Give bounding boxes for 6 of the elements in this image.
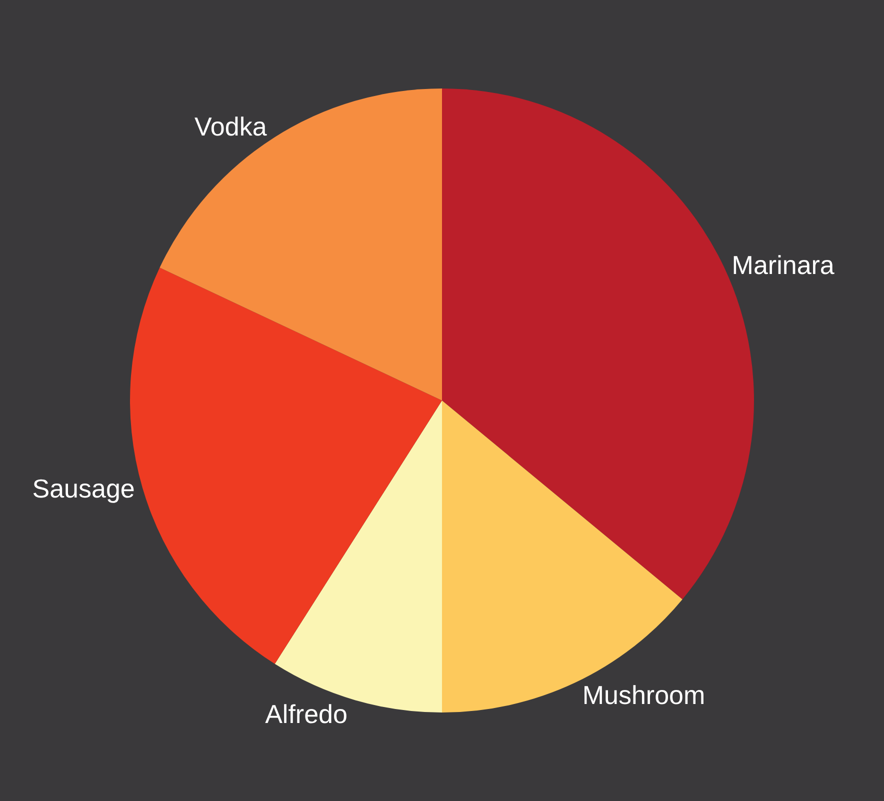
slice-label: Sausage xyxy=(32,474,135,504)
slice-label: Alfredo xyxy=(265,698,348,729)
slice-label: Vodka xyxy=(194,111,268,142)
pie-slice xyxy=(160,88,442,400)
slice-label: Mushroom xyxy=(582,680,706,710)
slice-label: Marinara xyxy=(732,250,835,280)
